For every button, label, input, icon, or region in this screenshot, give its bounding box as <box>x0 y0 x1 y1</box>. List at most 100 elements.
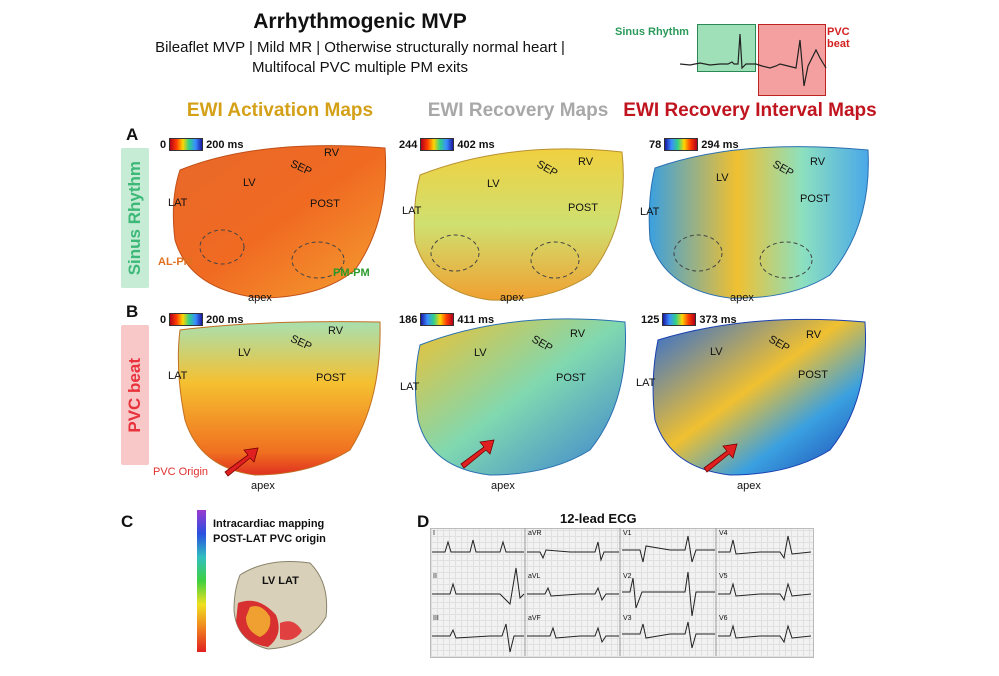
lead-label: aVF <box>528 615 541 622</box>
scale-b-activation: 0 200 ms <box>160 313 243 326</box>
lead-label: I <box>433 530 435 537</box>
ecg-traces <box>432 528 812 656</box>
lead-label: aVL <box>528 573 541 580</box>
scale-max: 411 ms <box>457 313 495 326</box>
heart-b-interval <box>652 318 867 476</box>
scale-a-interval: 78 294 ms <box>649 138 739 151</box>
pvc-highlight-box <box>758 24 826 96</box>
scale-min: 78 <box>649 138 662 151</box>
pvc-beat-inset-label: PVC beat <box>827 26 850 50</box>
label-lat: LAT <box>168 370 188 382</box>
label-lat: LAT <box>636 377 656 389</box>
label-rv: RV <box>570 328 586 340</box>
subtitle-line-2: Multifocal PVC multiple PM exits <box>252 59 468 76</box>
lead-label: V6 <box>719 615 728 622</box>
heart-maps <box>172 145 869 477</box>
label-lat: LAT <box>168 197 188 209</box>
scale-max: 200 ms <box>206 313 244 326</box>
lead-label: V3 <box>623 615 632 622</box>
row-label-sinus: Sinus Rhythm <box>121 148 149 288</box>
label-post: POST <box>800 193 830 205</box>
panel-letter-d: D <box>417 512 430 531</box>
heart-b-recovery <box>414 318 627 476</box>
lead-label: II <box>433 573 437 580</box>
label-lat: LAT <box>400 381 420 393</box>
scale-min: 244 <box>399 138 418 151</box>
label-rv: RV <box>328 325 344 337</box>
row-label-sinus-text: Sinus Rhythm <box>125 160 144 276</box>
column-header-recovery: EWI Recovery Maps <box>427 100 609 121</box>
label-pvc-origin: PVC Origin <box>153 466 209 478</box>
intracardiac-color-bar <box>197 510 206 652</box>
label-rv: RV <box>324 147 340 159</box>
label-rv: RV <box>578 156 594 168</box>
label-lat: LAT <box>402 205 422 217</box>
scale-min: 125 <box>641 313 660 326</box>
label-lv: LV <box>710 346 723 358</box>
scale-a-activation: 0 200 ms <box>160 138 243 151</box>
panel-d-title: 12-lead ECG <box>560 511 637 526</box>
scale-a-recovery: 244 402 ms <box>399 138 495 151</box>
label-pm-pm: PM-PM <box>333 267 370 279</box>
heart-b-activation <box>177 321 381 476</box>
label-post: POST <box>310 198 340 210</box>
label-apex: apex <box>251 480 275 492</box>
figure-subtitle: Bileaflet MVP | Mild MR | Otherwise stru… <box>110 38 610 78</box>
lead-label: V2 <box>623 573 632 580</box>
scale-b-recovery: 186 411 ms <box>399 313 494 326</box>
pvc-origin-arrow-3 <box>703 443 738 473</box>
scale-max: 294 ms <box>701 138 739 151</box>
panel-c-title-2: POST-LAT PVC origin <box>213 533 326 545</box>
panel-letter-c: C <box>121 512 134 531</box>
label-apex: apex <box>730 292 754 304</box>
panel-letter-b: B <box>126 302 139 321</box>
pvc-origin-arrow-1 <box>224 447 259 477</box>
scale-min: 0 <box>160 138 167 151</box>
label-apex: apex <box>737 480 761 492</box>
scale-max: 373 ms <box>699 313 737 326</box>
subtitle-line-1: Bileaflet MVP | Mild MR | Otherwise stru… <box>155 39 565 56</box>
scale-min: 0 <box>160 313 167 326</box>
lead-label: III <box>433 615 439 622</box>
label-apex: apex <box>500 292 524 304</box>
label-lv: LV <box>716 172 729 184</box>
panel-c-region: LV LAT <box>262 575 299 587</box>
label-apex: apex <box>491 480 515 492</box>
sinus-rhythm-inset-label: Sinus Rhythm <box>615 26 689 38</box>
lead-label: V5 <box>719 573 728 580</box>
pvc-origin-arrow-2 <box>460 439 495 469</box>
label-lv: LV <box>474 347 487 359</box>
figure-title: Arrhythmogenic MVP <box>253 10 467 33</box>
label-lv: LV <box>243 177 256 189</box>
label-post: POST <box>556 372 586 384</box>
lead-label: aVR <box>528 530 542 537</box>
panel-c-title-1: Intracardiac mapping <box>213 518 325 530</box>
heart-a-interval <box>648 146 869 299</box>
label-al-pm: AL-PM <box>158 256 193 268</box>
label-post: POST <box>316 372 346 384</box>
scale-max: 200 ms <box>206 138 244 151</box>
label-lv: LV <box>238 347 251 359</box>
column-header-interval: EWI Recovery Interval Maps <box>623 100 877 121</box>
heart-a-recovery <box>413 148 624 301</box>
heart-a-activation <box>172 145 387 299</box>
lead-label: V4 <box>719 530 728 537</box>
column-header-activation: EWI Activation Maps <box>186 100 374 121</box>
lead-label: V1 <box>623 530 632 537</box>
label-lv: LV <box>487 178 500 190</box>
row-label-pvc-text: PVC beat <box>125 357 144 433</box>
intracardiac-map <box>233 561 328 650</box>
ecg-inset-trace <box>680 33 827 87</box>
label-post: POST <box>798 369 828 381</box>
label-lat: LAT <box>640 206 660 218</box>
label-rv: RV <box>806 329 822 341</box>
label-rv: RV <box>810 156 826 168</box>
row-label-pvc: PVC beat <box>121 325 149 465</box>
panel-letter-a: A <box>126 125 139 144</box>
scale-b-interval: 125 373 ms <box>641 313 737 326</box>
scale-min: 186 <box>399 313 418 326</box>
scale-max: 402 ms <box>457 138 495 151</box>
ecg-inset: Sinus Rhythm PVC beat <box>615 18 850 98</box>
label-post: POST <box>568 202 598 214</box>
label-apex: apex <box>248 292 272 304</box>
